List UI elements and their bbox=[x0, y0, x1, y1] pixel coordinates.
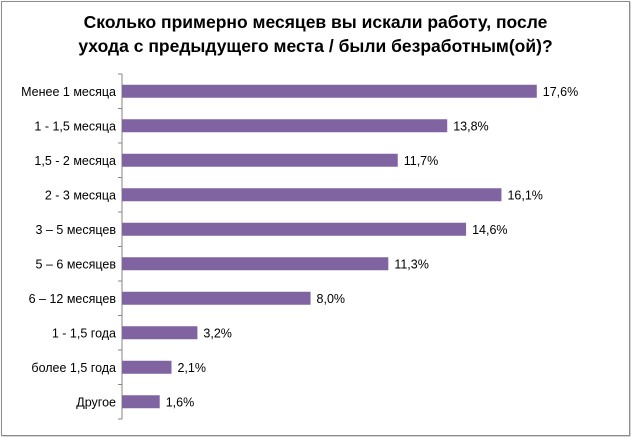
chart-title: Сколько примерно месяцев вы искали работ… bbox=[0, 10, 631, 58]
category-label: Менее 1 месяца bbox=[21, 85, 116, 99]
data-label: 14,6% bbox=[472, 223, 507, 237]
chart-title-line-2: ухода с предыдущего места / были безрабо… bbox=[78, 36, 553, 56]
bar bbox=[122, 395, 160, 409]
plot-area: Менее 1 месяца 17,6% 1 - 1,5 месяца 13,8% 1,… bbox=[21, 73, 578, 420]
chart-title-line-1: Сколько примерно месяцев вы искали работ… bbox=[83, 12, 548, 32]
category-label: более 1,5 года bbox=[31, 361, 116, 375]
category-label: 1,5 - 2 месяца bbox=[34, 154, 116, 168]
bar bbox=[122, 153, 398, 167]
bar bbox=[122, 222, 467, 236]
data-label: 13,8% bbox=[453, 119, 488, 133]
category-label: 5 – 6 месяцев bbox=[36, 257, 117, 271]
category-label: 1 - 1,5 месяца bbox=[34, 119, 116, 133]
data-label: 11,3% bbox=[394, 257, 429, 271]
category-label: 6 – 12 месяцев bbox=[29, 292, 117, 306]
category-label: 1 - 1,5 года bbox=[52, 326, 116, 340]
data-label: 1,6% bbox=[166, 395, 195, 409]
category-label: 3 – 5 месяцев bbox=[36, 223, 117, 237]
bar bbox=[122, 360, 172, 374]
bar bbox=[122, 188, 502, 202]
category-label: Другое bbox=[76, 395, 116, 409]
bar bbox=[122, 291, 311, 305]
bar bbox=[122, 119, 448, 133]
category-label: 2 - 3 месяца bbox=[45, 188, 116, 202]
data-label: 16,1% bbox=[507, 188, 542, 202]
bar bbox=[122, 257, 389, 271]
data-label: 11,7% bbox=[404, 154, 439, 168]
bar bbox=[122, 326, 198, 340]
bar bbox=[122, 84, 537, 98]
data-label: 3,2% bbox=[203, 326, 232, 340]
data-label: 8,0% bbox=[317, 292, 346, 306]
data-label: 2,1% bbox=[177, 361, 206, 375]
data-label: 17,6% bbox=[543, 85, 578, 99]
